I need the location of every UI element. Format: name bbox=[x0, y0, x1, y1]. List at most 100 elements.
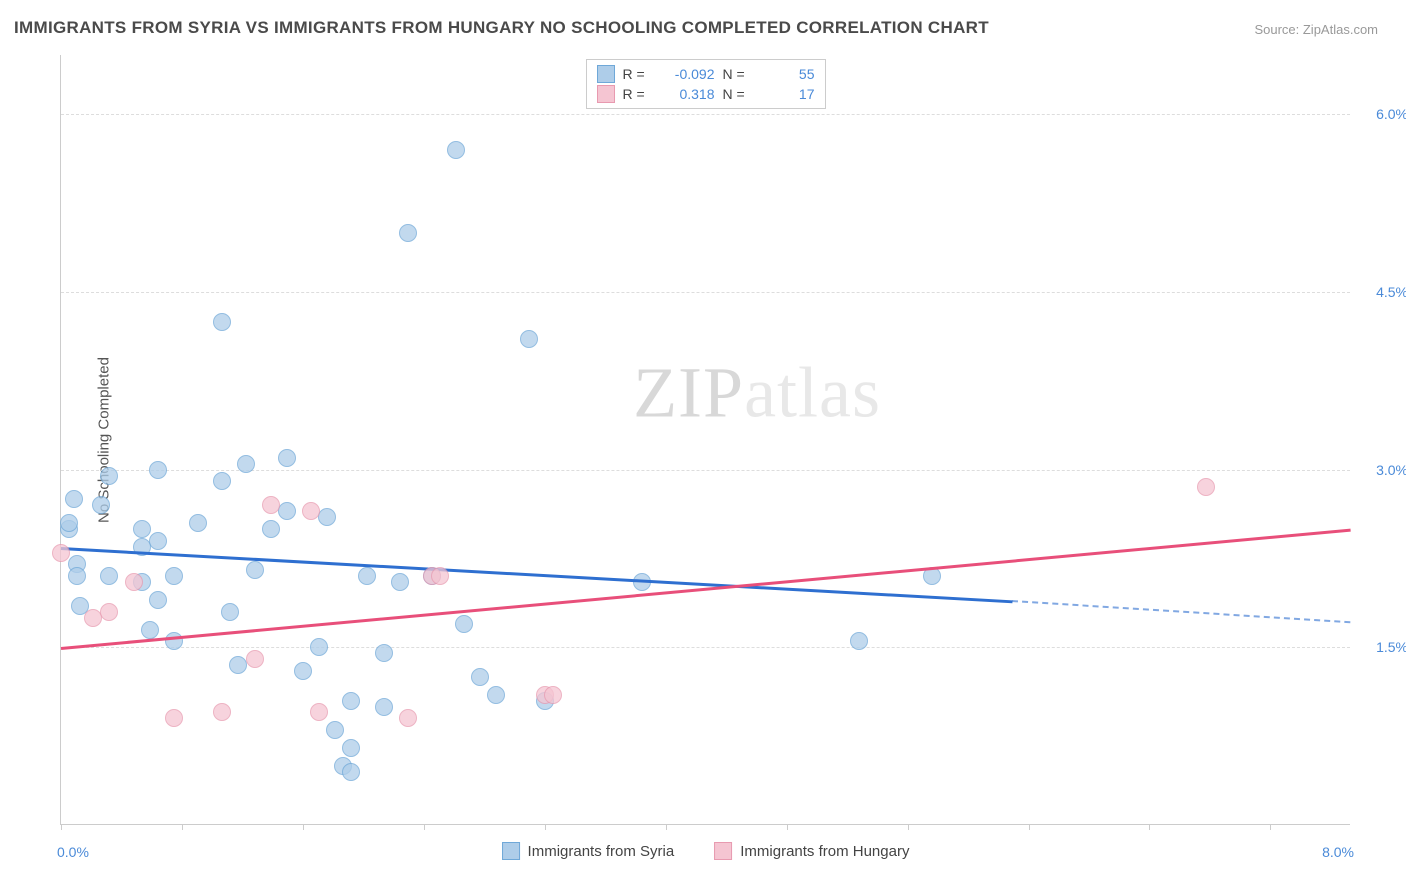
y-tick-label: 6.0% bbox=[1376, 106, 1406, 122]
gridline bbox=[61, 292, 1350, 293]
scatter-point bbox=[1197, 478, 1215, 496]
scatter-point bbox=[125, 573, 143, 591]
scatter-point bbox=[318, 508, 336, 526]
legend-item-syria: Immigrants from Syria bbox=[502, 842, 675, 860]
watermark: ZIPatlas bbox=[633, 352, 881, 435]
correlation-legend: R = -0.092 N = 55 R = 0.318 N = 17 bbox=[586, 59, 826, 109]
gridline bbox=[61, 470, 1350, 471]
x-tick bbox=[424, 824, 425, 830]
legend-label-syria: Immigrants from Syria bbox=[528, 843, 675, 860]
scatter-point bbox=[358, 567, 376, 585]
scatter-point bbox=[133, 520, 151, 538]
scatter-point bbox=[278, 502, 296, 520]
scatter-point bbox=[149, 532, 167, 550]
scatter-point bbox=[294, 662, 312, 680]
scatter-point bbox=[262, 520, 280, 538]
y-tick-label: 1.5% bbox=[1376, 639, 1406, 655]
x-axis-min-label: 0.0% bbox=[57, 844, 89, 860]
watermark-zip: ZIP bbox=[633, 353, 744, 433]
scatter-point bbox=[262, 496, 280, 514]
x-tick bbox=[666, 824, 667, 830]
x-tick bbox=[908, 824, 909, 830]
scatter-point bbox=[302, 502, 320, 520]
swatch-hungary bbox=[597, 85, 615, 103]
scatter-point bbox=[487, 686, 505, 704]
x-tick bbox=[1029, 824, 1030, 830]
gridline bbox=[61, 114, 1350, 115]
scatter-point bbox=[149, 461, 167, 479]
series-legend: Immigrants from Syria Immigrants from Hu… bbox=[502, 842, 910, 860]
scatter-point bbox=[213, 472, 231, 490]
scatter-point bbox=[68, 567, 86, 585]
r-label: R = bbox=[623, 66, 651, 82]
legend-label-hungary: Immigrants from Hungary bbox=[740, 843, 909, 860]
swatch-syria bbox=[502, 842, 520, 860]
x-tick bbox=[1270, 824, 1271, 830]
scatter-point bbox=[326, 721, 344, 739]
scatter-point bbox=[60, 514, 78, 532]
scatter-point bbox=[165, 709, 183, 727]
scatter-point bbox=[92, 496, 110, 514]
n-value-syria: 55 bbox=[759, 66, 815, 82]
chart-title: IMMIGRANTS FROM SYRIA VS IMMIGRANTS FROM… bbox=[14, 18, 989, 38]
scatter-point bbox=[342, 692, 360, 710]
trendline bbox=[1012, 600, 1351, 623]
scatter-point bbox=[189, 514, 207, 532]
scatter-point bbox=[213, 703, 231, 721]
trendline bbox=[61, 529, 1351, 650]
y-tick-label: 3.0% bbox=[1376, 462, 1406, 478]
scatter-point bbox=[431, 567, 449, 585]
scatter-point bbox=[544, 686, 562, 704]
scatter-point bbox=[100, 567, 118, 585]
scatter-point bbox=[149, 591, 167, 609]
scatter-point bbox=[310, 703, 328, 721]
legend-row-hungary: R = 0.318 N = 17 bbox=[597, 84, 815, 104]
watermark-atlas: atlas bbox=[744, 353, 881, 433]
scatter-point bbox=[141, 621, 159, 639]
x-tick bbox=[61, 824, 62, 830]
scatter-point bbox=[520, 330, 538, 348]
scatter-point bbox=[375, 644, 393, 662]
x-tick bbox=[303, 824, 304, 830]
scatter-point bbox=[100, 467, 118, 485]
y-tick-label: 4.5% bbox=[1376, 284, 1406, 300]
legend-item-hungary: Immigrants from Hungary bbox=[714, 842, 909, 860]
scatter-point bbox=[447, 141, 465, 159]
x-axis-max-label: 8.0% bbox=[1322, 844, 1354, 860]
scatter-point bbox=[165, 567, 183, 585]
scatter-point bbox=[471, 668, 489, 686]
scatter-point bbox=[399, 709, 417, 727]
scatter-point bbox=[246, 561, 264, 579]
scatter-point bbox=[375, 698, 393, 716]
scatter-point bbox=[850, 632, 868, 650]
n-value-hungary: 17 bbox=[759, 86, 815, 102]
x-tick bbox=[1149, 824, 1150, 830]
scatter-point bbox=[455, 615, 473, 633]
scatter-point bbox=[342, 763, 360, 781]
scatter-point bbox=[342, 739, 360, 757]
scatter-point bbox=[278, 449, 296, 467]
scatter-point bbox=[246, 650, 264, 668]
scatter-point bbox=[213, 313, 231, 331]
r-value-syria: -0.092 bbox=[659, 66, 715, 82]
swatch-hungary bbox=[714, 842, 732, 860]
scatter-point bbox=[221, 603, 239, 621]
r-value-hungary: 0.318 bbox=[659, 86, 715, 102]
x-tick bbox=[182, 824, 183, 830]
scatter-point bbox=[391, 573, 409, 591]
gridline bbox=[61, 647, 1350, 648]
scatter-point bbox=[52, 544, 70, 562]
n-label: N = bbox=[723, 66, 751, 82]
scatter-point bbox=[65, 490, 83, 508]
swatch-syria bbox=[597, 65, 615, 83]
scatter-point bbox=[310, 638, 328, 656]
x-tick bbox=[545, 824, 546, 830]
source-attribution: Source: ZipAtlas.com bbox=[1254, 22, 1378, 37]
r-label: R = bbox=[623, 86, 651, 102]
scatter-point bbox=[100, 603, 118, 621]
scatter-point bbox=[237, 455, 255, 473]
plot-area: No Schooling Completed ZIPatlas R = -0.0… bbox=[60, 55, 1350, 825]
scatter-point bbox=[399, 224, 417, 242]
n-label: N = bbox=[723, 86, 751, 102]
x-tick bbox=[787, 824, 788, 830]
